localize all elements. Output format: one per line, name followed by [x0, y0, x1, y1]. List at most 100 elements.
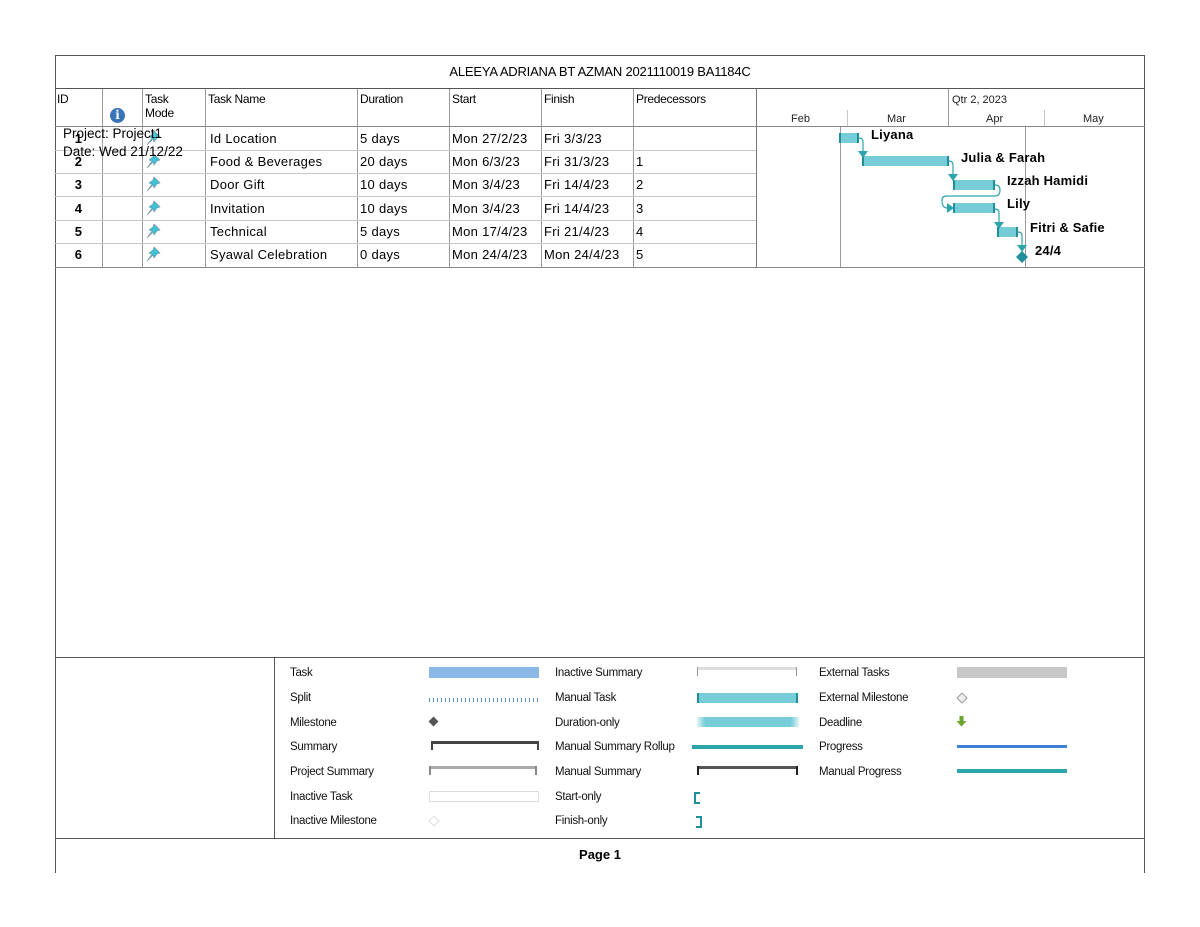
legend-label-inactive-summary: Inactive Summary [555, 667, 643, 679]
manual-pin-icon [146, 176, 161, 192]
task-start[interactable]: Mon 6/3/23 [452, 154, 521, 169]
divider [55, 88, 1145, 89]
legend-label-project-summary: Project Summary [290, 766, 374, 778]
legend-left-divider [274, 658, 275, 838]
legend-swatch-split [429, 698, 539, 702]
task-duration[interactable]: 20 days [360, 154, 408, 169]
column-header-id[interactable]: ID [57, 92, 69, 106]
footer-divider [55, 838, 1145, 839]
task-name[interactable]: Technical [210, 224, 267, 239]
column-header-task-name[interactable]: Task Name [208, 92, 266, 106]
task-predecessors[interactable]: 4 [636, 224, 644, 239]
legend-swatch-manual-task [697, 693, 798, 703]
manual-pin-icon [146, 246, 161, 262]
legend-label-manual-summary: Manual Summary [555, 766, 641, 778]
task-start[interactable]: Mon 17/4/23 [452, 224, 528, 239]
timescale-month-mar: Mar [887, 113, 906, 125]
column-header-duration[interactable]: Duration [360, 92, 403, 106]
gantt-bar-task-1[interactable] [839, 133, 859, 143]
column-header-finish[interactable]: Finish [544, 92, 575, 106]
column-header-task-mode-line2[interactable]: Mode [145, 106, 174, 120]
gantt-resource-label: Fitri & Safie [1030, 220, 1105, 235]
legend-swatch-project-summary [429, 766, 537, 775]
task-name[interactable]: Door Gift [210, 177, 265, 192]
column-header-start[interactable]: Start [452, 92, 476, 106]
col-divider [102, 89, 103, 267]
column-header-predecessors[interactable]: Predecessors [636, 92, 706, 106]
legend-top-divider [55, 657, 1145, 658]
legend-label-manual-task: Manual Task [555, 692, 617, 704]
gantt-resource-label: Lily [1007, 196, 1031, 211]
dependency-arrows [858, 137, 1028, 263]
task-finish[interactable]: Mon 24/4/23 [544, 247, 620, 262]
task-finish[interactable]: Fri 14/4/23 [544, 201, 610, 216]
col-divider [449, 89, 450, 267]
timescale-month-apr: Apr [986, 113, 1004, 125]
task-start[interactable]: Mon 27/2/23 [452, 131, 528, 146]
legend-swatch-inactive-task [429, 791, 539, 802]
legend-swatch-summary [431, 741, 539, 750]
task-predecessors[interactable]: 3 [636, 201, 644, 216]
row-divider [55, 196, 756, 197]
legend-label-external-milestone: External Milestone [819, 692, 909, 704]
task-predecessors[interactable]: 2 [636, 177, 644, 192]
frame-border-left [55, 55, 56, 873]
task-duration[interactable]: 10 days [360, 177, 408, 192]
chart-gridline-today [1025, 127, 1026, 267]
timescale-month-feb: Feb [791, 113, 810, 125]
manual-pin-icon [146, 200, 161, 216]
legend-swatch-inactive-milestone [428, 815, 440, 827]
timescale-quarter-divider [948, 89, 949, 126]
task-finish[interactable]: Fri 14/4/23 [544, 177, 610, 192]
legend-label-milestone: Milestone [290, 717, 337, 729]
task-id: 4 [74, 201, 83, 216]
legend-label-manual-progress: Manual Progress [819, 766, 902, 778]
gantt-bar-task-5[interactable] [997, 227, 1018, 237]
legend-swatch-manual-summary-rollup [692, 745, 803, 749]
task-name[interactable]: Syawal Celebration [210, 247, 328, 262]
timescale-quarter: Qtr 2, 2023 [952, 94, 1008, 106]
task-name[interactable]: Id Location [210, 131, 277, 146]
task-duration[interactable]: 5 days [360, 224, 401, 239]
legend-swatch-progress [957, 745, 1067, 748]
task-finish[interactable]: Fri 3/3/23 [544, 131, 602, 146]
timescale-month-may: May [1083, 113, 1104, 125]
task-name[interactable]: Invitation [210, 201, 266, 216]
task-duration[interactable]: 0 days [360, 247, 401, 262]
task-finish[interactable]: Fri 21/4/23 [544, 224, 610, 239]
row-divider [55, 243, 756, 244]
header-divider [55, 126, 1145, 127]
legend-label-inactive-task: Inactive Task [290, 791, 353, 803]
task-duration[interactable]: 10 days [360, 201, 408, 216]
gantt-bar-task-2[interactable] [862, 156, 949, 166]
table-chart-divider [756, 89, 757, 267]
row-divider [55, 220, 756, 221]
legend-label-finish-only: Finish-only [555, 815, 608, 827]
deadline-arrow-icon [956, 716, 967, 727]
legend-swatch-milestone [428, 716, 439, 727]
task-name[interactable]: Food & Beverages [210, 154, 323, 169]
info-icon[interactable]: i [110, 108, 125, 123]
legend-label-start-only: Start-only [555, 791, 602, 803]
row-divider [55, 150, 756, 151]
task-finish[interactable]: Fri 31/3/23 [544, 154, 610, 169]
gantt-print-page: ALEEYA ADRIANA BT AZMAN 2021110019 BA118… [55, 55, 1145, 873]
column-header-task-mode-line1[interactable]: Task [145, 92, 169, 106]
legend-swatch-finish-only [696, 816, 702, 828]
task-start[interactable]: Mon 3/4/23 [452, 177, 521, 192]
gantt-bar-task-3[interactable] [953, 180, 995, 190]
col-divider [205, 89, 206, 267]
legend-swatch-duration-only [697, 717, 799, 727]
task-predecessors[interactable]: 5 [636, 247, 644, 262]
project-info: Project: Project1 Date: Wed 21/12/22 [63, 125, 183, 161]
project-name: Project: Project1 [63, 126, 163, 141]
legend-label-external-tasks: External Tasks [819, 667, 890, 679]
task-predecessors[interactable]: 1 [636, 154, 644, 169]
page-title: ALEEYA ADRIANA BT AZMAN 2021110019 BA118… [449, 64, 751, 79]
task-start[interactable]: Mon 3/4/23 [452, 201, 521, 216]
task-duration[interactable]: 5 days [360, 131, 401, 146]
col-divider [357, 89, 358, 267]
timescale-month-divider [1044, 110, 1045, 126]
task-start[interactable]: Mon 24/4/23 [452, 247, 528, 262]
gantt-resource-label: Julia & Farah [961, 150, 1046, 165]
